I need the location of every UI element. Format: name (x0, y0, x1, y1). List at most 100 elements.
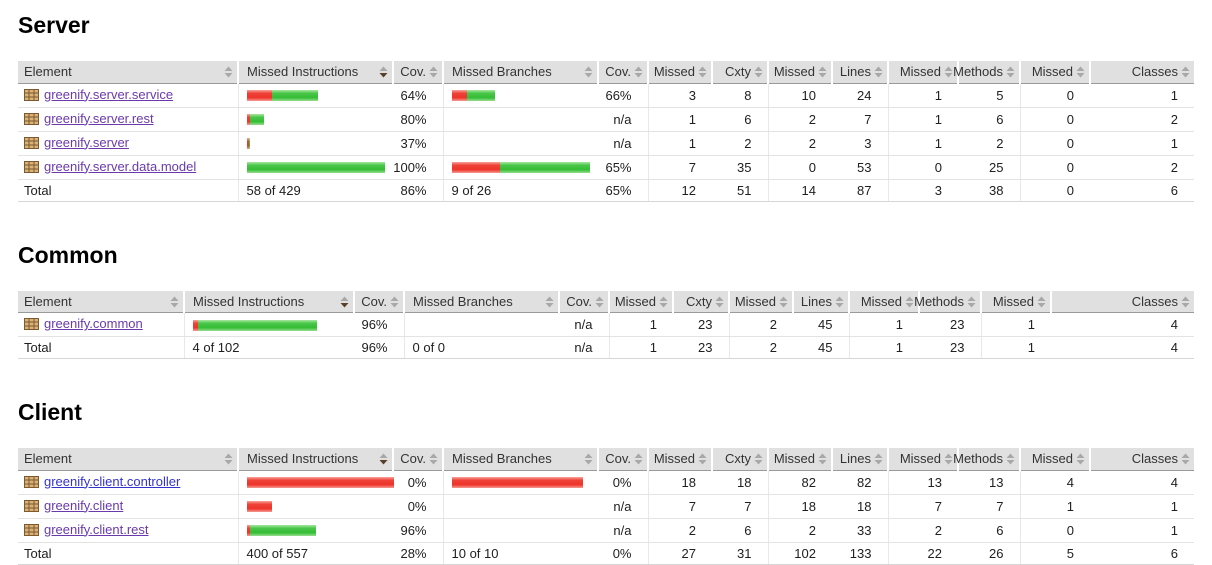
cxty-cell: 8 (712, 83, 768, 108)
sort-icon (967, 296, 976, 308)
column-header-label: Cov. (566, 293, 592, 309)
column-header-missed[interactable]: Missed (648, 448, 713, 471)
coverage-section-common: Common Element Missed Instructions Cov. Mis… (18, 242, 1194, 359)
cxty-cell: 2 (712, 131, 768, 156)
missed-cxty-cell: 3 (647, 83, 712, 108)
column-header-lines[interactable]: Lines (793, 290, 850, 313)
column-header-label: Missed Branches (413, 293, 513, 309)
column-header-missed[interactable]: Missed (981, 290, 1052, 313)
package-link[interactable]: greenify.common (44, 316, 143, 331)
classes-cell: 2 (1090, 155, 1194, 180)
column-header-classes[interactable]: Classes (1090, 61, 1194, 84)
lines-cell: 24 (832, 83, 888, 108)
missed-methods-cell: 7 (887, 494, 958, 519)
total-branch-coverage: 0% (598, 541, 648, 565)
column-header-missed-instructions[interactable]: Missed Instructions (238, 448, 394, 471)
package-link[interactable]: greenify.server.rest (44, 110, 154, 126)
sort-icon (698, 453, 707, 465)
column-header-missed-branches[interactable]: Missed Branches (404, 290, 560, 313)
total-missed-classes: 5 (1019, 541, 1090, 565)
package-link[interactable]: greenify.client (44, 497, 124, 513)
column-header-missed-instructions[interactable]: Missed Instructions (184, 290, 355, 313)
column-header-cov[interactable]: Cov. (393, 448, 444, 471)
column-header-missed[interactable]: Missed (729, 290, 794, 313)
column-header-label: Methods (953, 64, 1003, 80)
column-header-label: Missed (992, 293, 1034, 309)
column-header-label: Cov. (400, 64, 426, 80)
column-header-cov[interactable]: Cov. (393, 61, 444, 84)
column-header-missed-branches[interactable]: Missed Branches (443, 61, 599, 84)
column-header-methods[interactable]: Methods (914, 290, 982, 313)
missed-branches-cell (442, 470, 598, 495)
package-icon (24, 136, 39, 149)
column-header-cov[interactable]: Cov. (598, 448, 649, 471)
branch-coverage-cell: n/a (598, 131, 648, 156)
sort-icon (1006, 453, 1015, 465)
column-header-classes[interactable]: Classes (1090, 448, 1194, 471)
column-header-element[interactable]: Element (18, 448, 239, 471)
bar-covered-segment (248, 138, 250, 149)
sort-icon (715, 296, 724, 308)
column-header-element[interactable]: Element (18, 61, 239, 84)
column-header-missed[interactable]: Missed (1020, 448, 1091, 471)
package-icon (24, 318, 39, 330)
table-header-row: Element Missed Instructions Cov. Missed Bra… (18, 290, 1194, 313)
missed-instructions-bar (246, 114, 264, 125)
column-header-missed[interactable]: Missed (648, 61, 713, 84)
missed-instructions-cell (237, 494, 393, 519)
missed-instructions-bar (246, 501, 272, 512)
missed-cxty-cell: 1 (647, 107, 712, 132)
column-header-label: Missed (899, 64, 941, 80)
column-header-cov[interactable]: Cov. (354, 290, 405, 313)
column-header-label: Element (24, 64, 72, 80)
column-header-missed-branches[interactable]: Missed Branches (443, 448, 599, 471)
element-cell: greenify.server.service (18, 83, 238, 108)
column-header-element[interactable]: Element (18, 290, 185, 313)
column-header-label: Cov. (605, 64, 631, 80)
column-header-cxty[interactable]: Cxty (673, 290, 730, 313)
missed-branches-cell (442, 155, 598, 180)
element-cell: greenify.server (18, 131, 238, 156)
column-header-cxty[interactable]: Cxty (712, 61, 769, 84)
column-header-classes[interactable]: Classes (1051, 290, 1194, 313)
column-header-lines[interactable]: Lines (832, 448, 889, 471)
package-link[interactable]: greenify.server.data.model (44, 158, 197, 174)
package: greenify.server.rest (24, 110, 154, 126)
column-header-missed[interactable]: Missed (888, 448, 959, 471)
total-methods: 38 (958, 178, 1020, 202)
column-header-methods[interactable]: Methods (953, 448, 1021, 471)
column-header-missed[interactable]: Missed (1020, 61, 1091, 84)
column-header-missed[interactable]: Missed (768, 448, 833, 471)
package-link[interactable]: greenify.server (44, 134, 130, 150)
package: greenify.common (24, 317, 143, 331)
element-cell: greenify.server.rest (18, 107, 238, 132)
column-header-missed[interactable]: Missed (768, 61, 833, 84)
column-header-label: Lines (839, 64, 871, 80)
package-link[interactable]: greenify.client.controller (44, 473, 181, 489)
sort-icon (429, 66, 438, 78)
sort-icon (1181, 296, 1190, 308)
column-header-missed-instructions[interactable]: Missed Instructions (238, 61, 394, 84)
column-header-label: Missed (653, 451, 695, 467)
element-cell: greenify.client (18, 494, 238, 519)
missed-classes-cell: 0 (1019, 131, 1090, 156)
missed-cxty-cell: 1 (647, 131, 712, 156)
total-missed-lines: 14 (767, 178, 832, 202)
column-header-missed[interactable]: Missed (849, 290, 920, 313)
package-link[interactable]: greenify.server.service (44, 86, 174, 102)
column-header-lines[interactable]: Lines (832, 61, 889, 84)
bar-covered-segment (197, 319, 317, 331)
column-header-cxty[interactable]: Cxty (712, 448, 769, 471)
column-header-cov[interactable]: Cov. (559, 290, 610, 313)
column-header-missed[interactable]: Missed (609, 290, 674, 313)
column-header-missed[interactable]: Missed (888, 61, 959, 84)
column-header-label: Lines (800, 293, 832, 309)
column-header-label: Cov. (605, 451, 631, 467)
sort-icon (659, 296, 668, 308)
column-header-methods[interactable]: Methods (953, 61, 1021, 84)
package-link[interactable]: greenify.client.rest (44, 521, 149, 537)
column-header-label: Cov. (400, 451, 426, 467)
coverage-table-common: Element Missed Instructions Cov. Missed Bra… (18, 290, 1194, 359)
lines-cell: 7 (832, 107, 888, 132)
column-header-cov[interactable]: Cov. (598, 61, 649, 84)
